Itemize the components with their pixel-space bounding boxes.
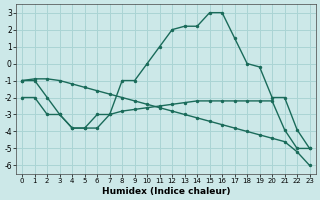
X-axis label: Humidex (Indice chaleur): Humidex (Indice chaleur) — [102, 187, 230, 196]
